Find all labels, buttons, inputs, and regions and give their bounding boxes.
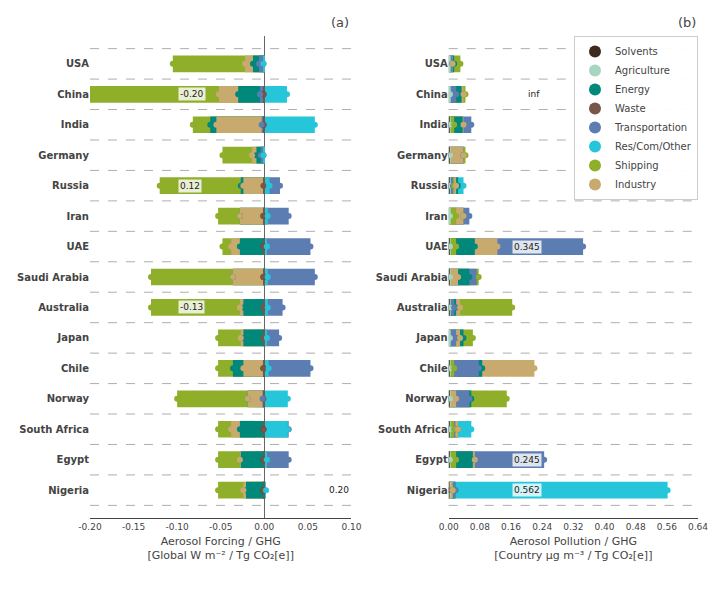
svg-text:UAE: UAE — [67, 241, 90, 252]
svg-text:(a): (a) — [331, 15, 349, 30]
svg-text:Russia: Russia — [411, 180, 448, 191]
svg-text:-0.05: -0.05 — [209, 522, 232, 532]
svg-text:inf: inf — [528, 89, 540, 99]
svg-text:Nigeria: Nigeria — [48, 485, 89, 496]
svg-text:(b): (b) — [678, 15, 696, 30]
svg-text:Shipping: Shipping — [615, 160, 659, 171]
svg-text:0.05: 0.05 — [298, 522, 318, 532]
svg-text:Transportation: Transportation — [614, 122, 687, 133]
svg-text:Solvents: Solvents — [615, 46, 658, 57]
svg-text:USA: USA — [425, 58, 448, 69]
svg-text:0.64: 0.64 — [688, 522, 708, 532]
svg-text:-0.13: -0.13 — [180, 302, 203, 312]
svg-text:Waste: Waste — [615, 103, 646, 114]
svg-text:Saudi Arabia: Saudi Arabia — [17, 272, 89, 283]
svg-text:-0.20: -0.20 — [180, 89, 204, 99]
svg-text:Japan: Japan — [57, 332, 90, 343]
svg-text:Norway: Norway — [47, 393, 90, 404]
svg-text:India: India — [420, 119, 448, 130]
svg-text:Aerosol Pollution / GHG[Countr: Aerosol Pollution / GHG[Country μg m⁻³ /… — [494, 535, 652, 562]
svg-text:South Africa: South Africa — [19, 424, 89, 435]
svg-text:0.24: 0.24 — [532, 522, 552, 532]
svg-text:Industry: Industry — [615, 179, 656, 190]
svg-text:0.00: 0.00 — [254, 522, 274, 532]
svg-text:-0.10: -0.10 — [166, 522, 190, 532]
svg-text:0.56: 0.56 — [657, 522, 677, 532]
svg-text:Australia: Australia — [397, 302, 448, 313]
svg-text:0.08: 0.08 — [470, 522, 490, 532]
svg-text:0.16: 0.16 — [501, 522, 521, 532]
svg-text:0.40: 0.40 — [594, 522, 614, 532]
svg-text:Australia: Australia — [38, 302, 89, 313]
svg-text:Egypt: Egypt — [57, 454, 90, 465]
svg-text:Germany: Germany — [38, 150, 89, 161]
svg-text:0.32: 0.32 — [563, 522, 583, 532]
svg-text:Aerosol Forcing / GHG[Global W: Aerosol Forcing / GHG[Global W m⁻² / Tg … — [147, 535, 293, 562]
svg-text:0.20: 0.20 — [329, 485, 349, 495]
svg-text:Russia: Russia — [52, 180, 89, 191]
svg-text:Res/Com/Other: Res/Com/Other — [615, 141, 692, 152]
svg-text:0.00: 0.00 — [439, 522, 459, 532]
svg-text:-0.20: -0.20 — [78, 522, 102, 532]
svg-text:Saudi Arabia: Saudi Arabia — [376, 272, 448, 283]
svg-text:South Africa: South Africa — [378, 424, 448, 435]
svg-text:Iran: Iran — [66, 211, 89, 222]
svg-text:Chile: Chile — [420, 363, 448, 374]
svg-text:China: China — [57, 89, 89, 100]
svg-text:Japan: Japan — [415, 332, 448, 343]
svg-text:0.10: 0.10 — [341, 522, 361, 532]
svg-text:-0.15: -0.15 — [122, 522, 145, 532]
svg-text:0.345: 0.345 — [514, 242, 540, 252]
svg-text:0.562: 0.562 — [514, 485, 540, 495]
svg-text:India: India — [61, 119, 89, 130]
svg-text:Germany: Germany — [397, 150, 448, 161]
svg-text:China: China — [416, 89, 448, 100]
svg-text:Agriculture: Agriculture — [615, 65, 670, 76]
svg-text:Chile: Chile — [61, 363, 89, 374]
svg-text:USA: USA — [66, 58, 89, 69]
svg-text:0.245: 0.245 — [514, 455, 540, 465]
svg-text:Nigeria: Nigeria — [407, 485, 448, 496]
svg-text:Energy: Energy — [615, 84, 650, 95]
svg-text:UAE: UAE — [425, 241, 448, 252]
svg-text:0.12: 0.12 — [180, 181, 200, 191]
svg-text:Norway: Norway — [405, 393, 448, 404]
svg-text:Egypt: Egypt — [415, 454, 448, 465]
svg-text:0.48: 0.48 — [626, 522, 646, 532]
svg-text:Iran: Iran — [425, 211, 448, 222]
